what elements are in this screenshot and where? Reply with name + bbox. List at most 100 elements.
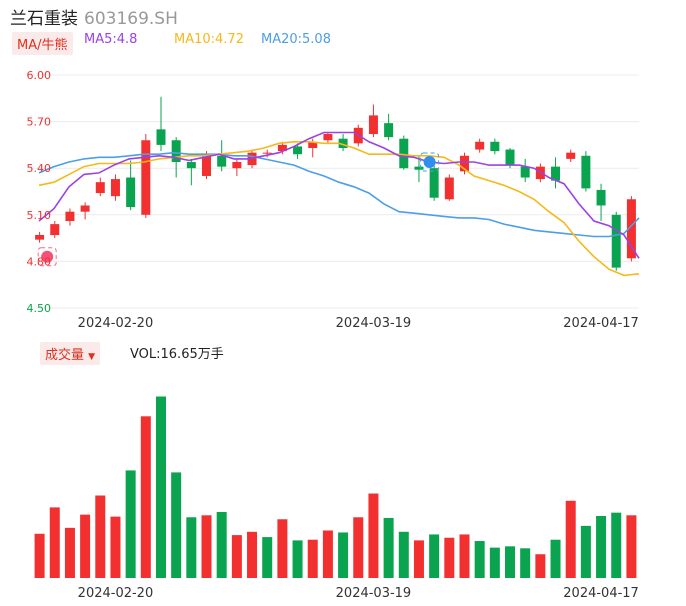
volume-bar (64, 527, 75, 578)
stock-code: 603169.SH (84, 9, 178, 29)
candle-body (520, 166, 530, 178)
candle-body (171, 140, 181, 162)
volume-bar (140, 416, 151, 578)
candle-body (626, 199, 636, 259)
candle-body (611, 214, 621, 268)
candle-body (126, 177, 136, 208)
volume-bar (474, 541, 485, 578)
candle-body (232, 161, 242, 169)
volume-bar (429, 534, 440, 578)
volume-indicator-tab[interactable]: 成交量 ▼ (40, 342, 101, 365)
candle-body (217, 155, 227, 167)
stock-name: 兰石重装 (10, 9, 78, 29)
candle-body (323, 134, 333, 141)
candle-body (566, 152, 576, 159)
candle-body (65, 211, 75, 222)
ma20-line (38, 151, 640, 238)
candle-body (141, 140, 151, 215)
volume-bar (125, 470, 136, 578)
candle-body (110, 179, 120, 197)
date-tick-label: 2024-02-20 (78, 586, 154, 601)
volume-bar (596, 515, 607, 578)
volume-bar (444, 537, 455, 578)
price-tick-label: 5.10 (27, 209, 52, 222)
candle-body (596, 189, 606, 206)
volume-bar (216, 512, 227, 578)
volume-bar (580, 525, 591, 578)
candle-body (551, 166, 561, 181)
price-tick-label: 4.50 (27, 302, 52, 315)
volume-bar (110, 516, 121, 578)
bear-badge-icon (420, 152, 440, 172)
candle-body (429, 168, 439, 198)
candle-body (399, 138, 409, 169)
volume-bar (489, 547, 500, 578)
candle-body (202, 154, 212, 176)
candle-body (50, 224, 60, 235)
volume-bar (277, 519, 288, 578)
candle-body (186, 161, 196, 169)
candle-body (95, 182, 105, 194)
ma5-line (38, 131, 640, 259)
price-tick-label: 6.00 (27, 69, 52, 82)
volume-bar (80, 514, 91, 578)
volume-bar (34, 533, 45, 578)
marker-dot (423, 155, 436, 168)
price-tick-label: 5.40 (27, 162, 52, 175)
volume-chart[interactable]: 2024-02-20 2024-03-19 2024-04-17 (0, 366, 686, 606)
candle-body (308, 141, 318, 149)
volume-bar (353, 517, 364, 578)
candle-body (490, 141, 500, 152)
volume-bar (550, 539, 561, 578)
marker-frame (420, 152, 440, 172)
ma5-legend: MA5:4.8 (84, 32, 138, 47)
date-tick-label: 2024-04-17 (563, 316, 639, 331)
bull-badge-icon (37, 247, 57, 267)
ma20-legend: MA20:5.08 (261, 32, 331, 47)
ma10-line (38, 141, 640, 277)
candle-body (505, 149, 515, 166)
volume-bar (322, 530, 333, 578)
ma10-legend: MA10:4.72 (174, 32, 244, 47)
candle-body (262, 152, 272, 154)
volume-bar (398, 531, 409, 578)
candlestick-chart[interactable]: 6.00 5.70 5.40 5.10 4.80 4.50 2024-02-20 2024-0… (0, 0, 686, 335)
candle-body (475, 141, 485, 150)
volume-bar (171, 472, 182, 578)
volume-bar (338, 532, 349, 578)
date-tick-label: 2024-03-19 (336, 316, 412, 331)
candle-body (80, 205, 90, 212)
ma-indicator-tab[interactable]: MA/牛熊 (12, 32, 73, 55)
volume-bar (231, 535, 242, 578)
marker-dot (41, 250, 54, 263)
volume-bar (413, 540, 424, 578)
chevron-down-icon: ▼ (88, 352, 96, 362)
date-tick-label: 2024-03-19 (336, 586, 412, 601)
volume-bar (383, 517, 394, 578)
price-tick-label: 4.80 (27, 255, 52, 268)
candle-body (35, 234, 45, 240)
price-tick-label: 5.70 (27, 116, 52, 129)
volume-bar (49, 507, 60, 578)
candle-body (459, 155, 469, 172)
date-tick-label: 2024-02-20 (78, 316, 154, 331)
volume-bar (155, 396, 166, 578)
volume-bar (611, 512, 622, 578)
volume-bar (626, 515, 637, 578)
volume-value: VOL:16.65万手 (130, 347, 224, 362)
candle-body (368, 115, 378, 135)
volume-bar (505, 546, 516, 578)
volume-bar (262, 537, 273, 578)
candle-body (581, 155, 591, 189)
candle-body (293, 146, 303, 155)
volume-tab-label: 成交量 (45, 348, 85, 363)
volume-bar (368, 493, 379, 578)
volume-bar (95, 495, 106, 578)
candle-body (338, 138, 348, 149)
candle-body (414, 166, 424, 170)
marker-frame (37, 247, 57, 267)
volume-bar (186, 517, 197, 578)
volume-bar (307, 539, 318, 578)
candle-body (277, 144, 287, 152)
candle-body (444, 177, 454, 200)
